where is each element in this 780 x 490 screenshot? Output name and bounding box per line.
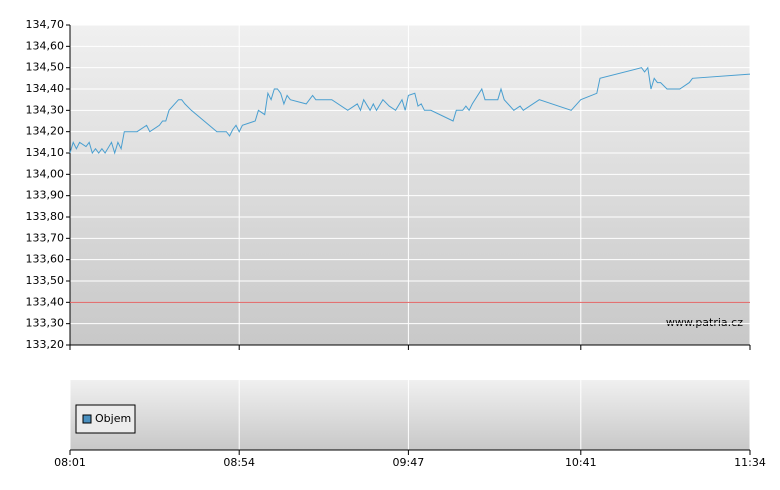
- y-tick-label: 133,70: [26, 231, 65, 244]
- y-tick-label: 134,40: [26, 82, 65, 95]
- watermark: www.patria.cz: [666, 316, 743, 329]
- y-tick-label: 134,50: [26, 61, 65, 74]
- x-tick-label: 08:01: [54, 456, 86, 469]
- y-tick-label: 134,70: [26, 18, 65, 31]
- y-tick-label: 133,40: [26, 295, 65, 308]
- y-tick-label: 134,60: [26, 39, 65, 52]
- x-tick-label: 10:41: [565, 456, 597, 469]
- y-tick-label: 134,30: [26, 103, 65, 116]
- volume-plot-area: [70, 380, 750, 450]
- price-plot-area: [70, 25, 750, 345]
- x-tick-label: 09:47: [393, 456, 425, 469]
- legend-label: Objem: [95, 412, 131, 425]
- x-tick-label: 08:54: [223, 456, 255, 469]
- y-tick-label: 134,10: [26, 146, 65, 159]
- y-tick-label: 133,50: [26, 274, 65, 287]
- y-tick-label: 133,60: [26, 253, 65, 266]
- legend-swatch: [82, 414, 92, 424]
- y-tick-label: 133,90: [26, 189, 65, 202]
- y-tick-label: 134,20: [26, 125, 65, 138]
- y-tick-label: 134,00: [26, 167, 65, 180]
- y-tick-label: 133,80: [26, 210, 65, 223]
- y-tick-label: 133,30: [26, 317, 65, 330]
- y-tick-label: 133,20: [26, 338, 65, 351]
- x-tick-label: 11:34: [734, 456, 766, 469]
- price-line: [69, 66, 751, 155]
